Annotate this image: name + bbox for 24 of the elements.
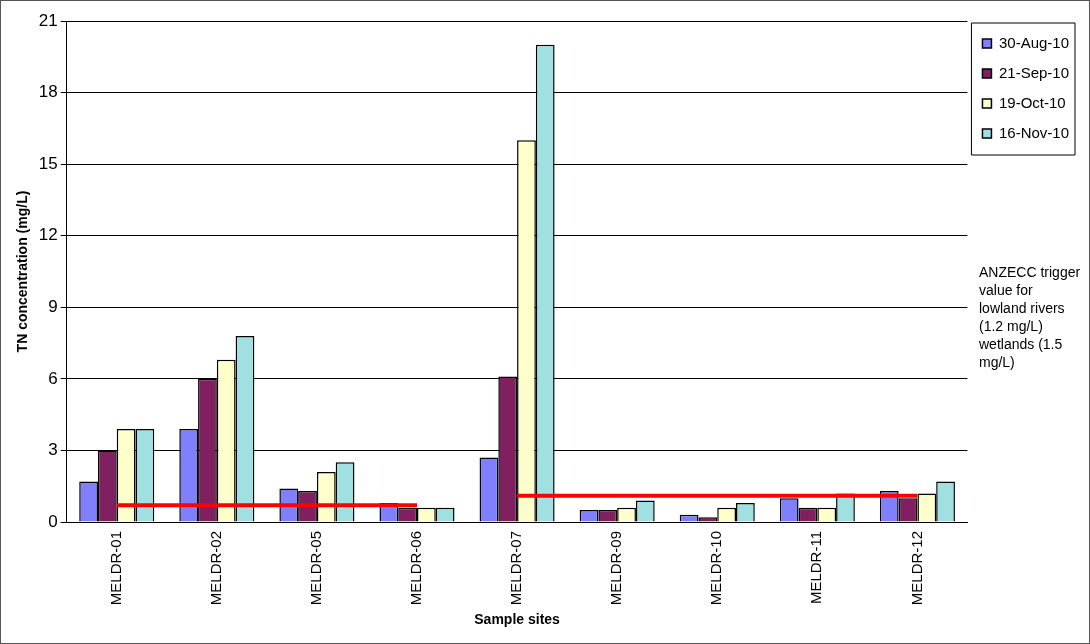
y-tick-label: 6 (48, 368, 58, 388)
legend-label: 21-Sep-10 (998, 63, 1070, 81)
text: ANZECC trigger value for lowland rivers (1.2 mg/L) wetlands (1.5 mg/L) (979, 263, 1082, 371)
legend-label: 16-Nov-10 (998, 123, 1069, 141)
legend-label: 19-Oct-10 (998, 93, 1066, 111)
x-tick-label: MELDR-07 (507, 531, 525, 606)
x-axis-title: Sample sites (474, 611, 561, 628)
x-tick-label: MELDR-12 (907, 531, 925, 606)
legend-label: 30-Aug-10 (998, 33, 1070, 51)
x-tick-label: MELDR-05 (307, 531, 325, 606)
y-tick-label: 0 (48, 511, 58, 531)
y-tick-label: 12 (38, 225, 58, 245)
x-tick-label: MELDR-09 (607, 531, 625, 606)
x-tick-label: MELDR-10 (707, 531, 725, 606)
y-tick-label: 9 (48, 296, 58, 316)
y-axis-title: TN concentration (mg/L) (14, 190, 31, 353)
y-tick-label: 15 (38, 153, 58, 173)
x-tick-label: MELDR-02 (206, 531, 224, 606)
x-tick-label: MELDR-06 (407, 531, 425, 606)
y-tick-label: 18 (38, 82, 58, 102)
y-tick-label: 21 (38, 10, 58, 30)
x-tick-label: MELDR-11 (807, 531, 825, 605)
y-tick-label: 3 (48, 440, 58, 460)
x-tick-label: MELDR-01 (106, 531, 124, 606)
